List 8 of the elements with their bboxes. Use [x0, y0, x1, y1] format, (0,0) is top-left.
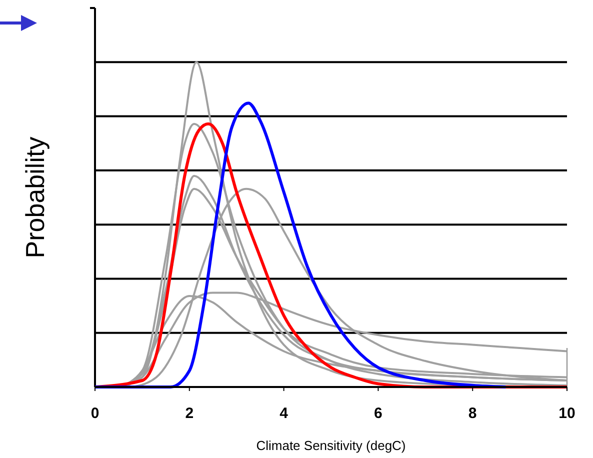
- x-axis-title: Climate Sensitivity (degC): [256, 438, 406, 453]
- x-tick-label: 4: [280, 405, 289, 422]
- x-tick-label: 6: [374, 405, 382, 422]
- x-tick-label: 0: [90, 405, 100, 422]
- x-tick-label: 8: [468, 405, 477, 422]
- x-tick-label: 2: [185, 405, 194, 422]
- x-tick-label: 10: [558, 405, 576, 422]
- y-axis-title: Probability: [20, 136, 50, 258]
